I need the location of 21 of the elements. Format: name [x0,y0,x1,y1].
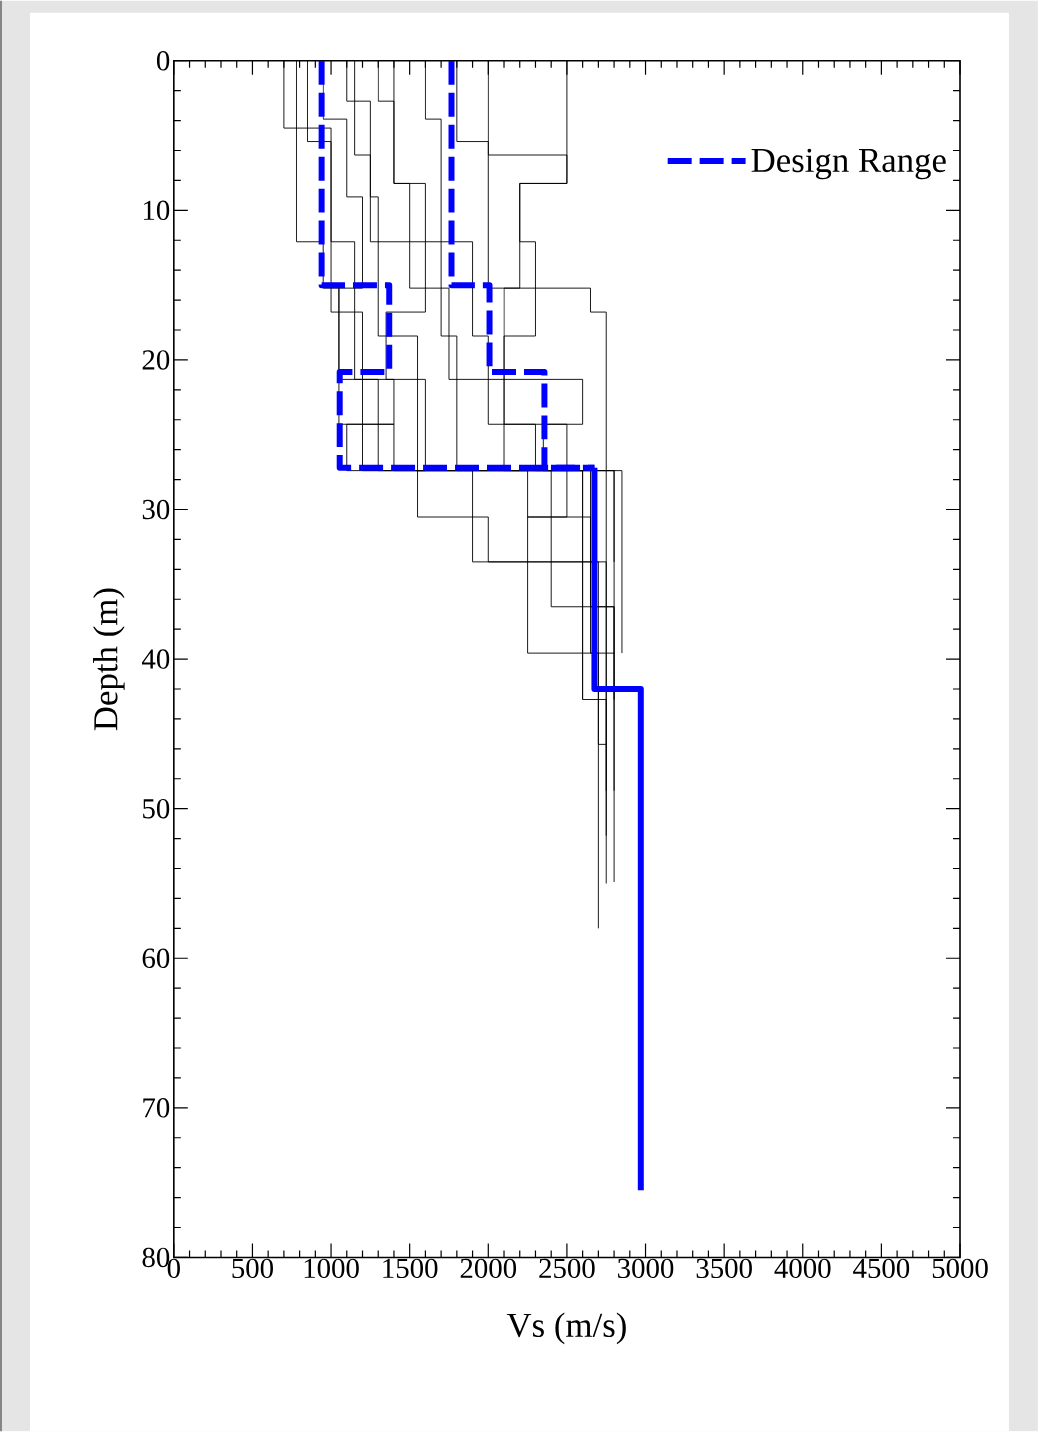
x-tick-label: 5000 [932,1258,988,1279]
x-tick-label: 3500 [696,1258,752,1279]
x-tick-label: 500 [232,1258,274,1279]
x-tick-label: 4500 [853,1258,910,1279]
y-tick-label: 50 [143,798,170,819]
x-tick-label: 1000 [304,1258,359,1279]
x-tick-label: 2500 [539,1258,595,1279]
y-tick-label: 40 [142,649,170,669]
y-tick-label: 70 [143,1098,170,1118]
y-tick-label: 0 [157,51,170,71]
y-tick-label: 60 [142,948,170,969]
y-tick-label: 20 [142,350,170,370]
x-axis-title: Vs (m/s) [506,1312,626,1345]
x-tick-label: 2000 [460,1258,517,1279]
x-tick-label: 3000 [618,1258,674,1279]
y-axis-title: Depth (m) [93,588,125,731]
y-tick-label: 30 [142,499,170,520]
y-tick-label: 10 [144,200,170,221]
legend-label: Design Range [751,148,946,180]
x-tick-label: 1500 [383,1258,438,1279]
x-tick-label: 4000 [774,1258,831,1279]
